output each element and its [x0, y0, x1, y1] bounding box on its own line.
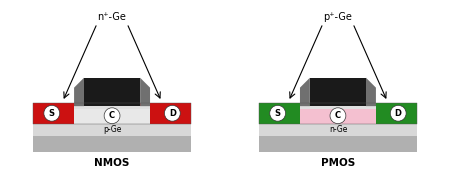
- Polygon shape: [140, 78, 150, 106]
- Bar: [259, 124, 417, 152]
- Text: S: S: [49, 109, 55, 118]
- Bar: [33, 124, 191, 152]
- Text: p-Ge: p-Ge: [103, 125, 121, 134]
- Bar: [310, 78, 366, 106]
- Polygon shape: [300, 78, 310, 106]
- Bar: [33, 103, 191, 124]
- Polygon shape: [74, 78, 84, 106]
- Text: C: C: [335, 111, 341, 120]
- Text: p⁺-Ge: p⁺-Ge: [324, 12, 352, 22]
- Bar: [150, 103, 191, 124]
- Bar: [376, 103, 417, 124]
- Bar: [300, 109, 376, 124]
- Circle shape: [164, 105, 180, 121]
- Circle shape: [390, 105, 406, 121]
- Bar: [259, 124, 417, 136]
- Text: D: D: [169, 109, 176, 118]
- Bar: [33, 103, 191, 124]
- Bar: [300, 109, 376, 124]
- Bar: [74, 109, 150, 124]
- Bar: [33, 124, 191, 136]
- Bar: [74, 109, 150, 124]
- Text: NMOS: NMOS: [94, 158, 130, 168]
- Circle shape: [44, 105, 60, 121]
- Bar: [259, 103, 417, 124]
- Polygon shape: [293, 106, 382, 124]
- Bar: [259, 123, 417, 136]
- Circle shape: [104, 108, 120, 124]
- Text: C: C: [109, 111, 115, 120]
- Bar: [259, 103, 417, 124]
- Bar: [259, 103, 300, 124]
- Circle shape: [330, 108, 346, 124]
- Bar: [33, 123, 191, 136]
- Text: PMOS: PMOS: [321, 158, 355, 168]
- Text: n⁺-Ge: n⁺-Ge: [98, 12, 126, 22]
- Text: n-Ge: n-Ge: [329, 125, 347, 134]
- Polygon shape: [366, 78, 376, 106]
- Polygon shape: [68, 106, 157, 124]
- Circle shape: [270, 105, 286, 121]
- Bar: [300, 106, 376, 109]
- Text: D: D: [395, 109, 402, 118]
- Text: S: S: [274, 109, 281, 118]
- Bar: [84, 78, 140, 106]
- Bar: [33, 103, 74, 124]
- Bar: [74, 106, 150, 109]
